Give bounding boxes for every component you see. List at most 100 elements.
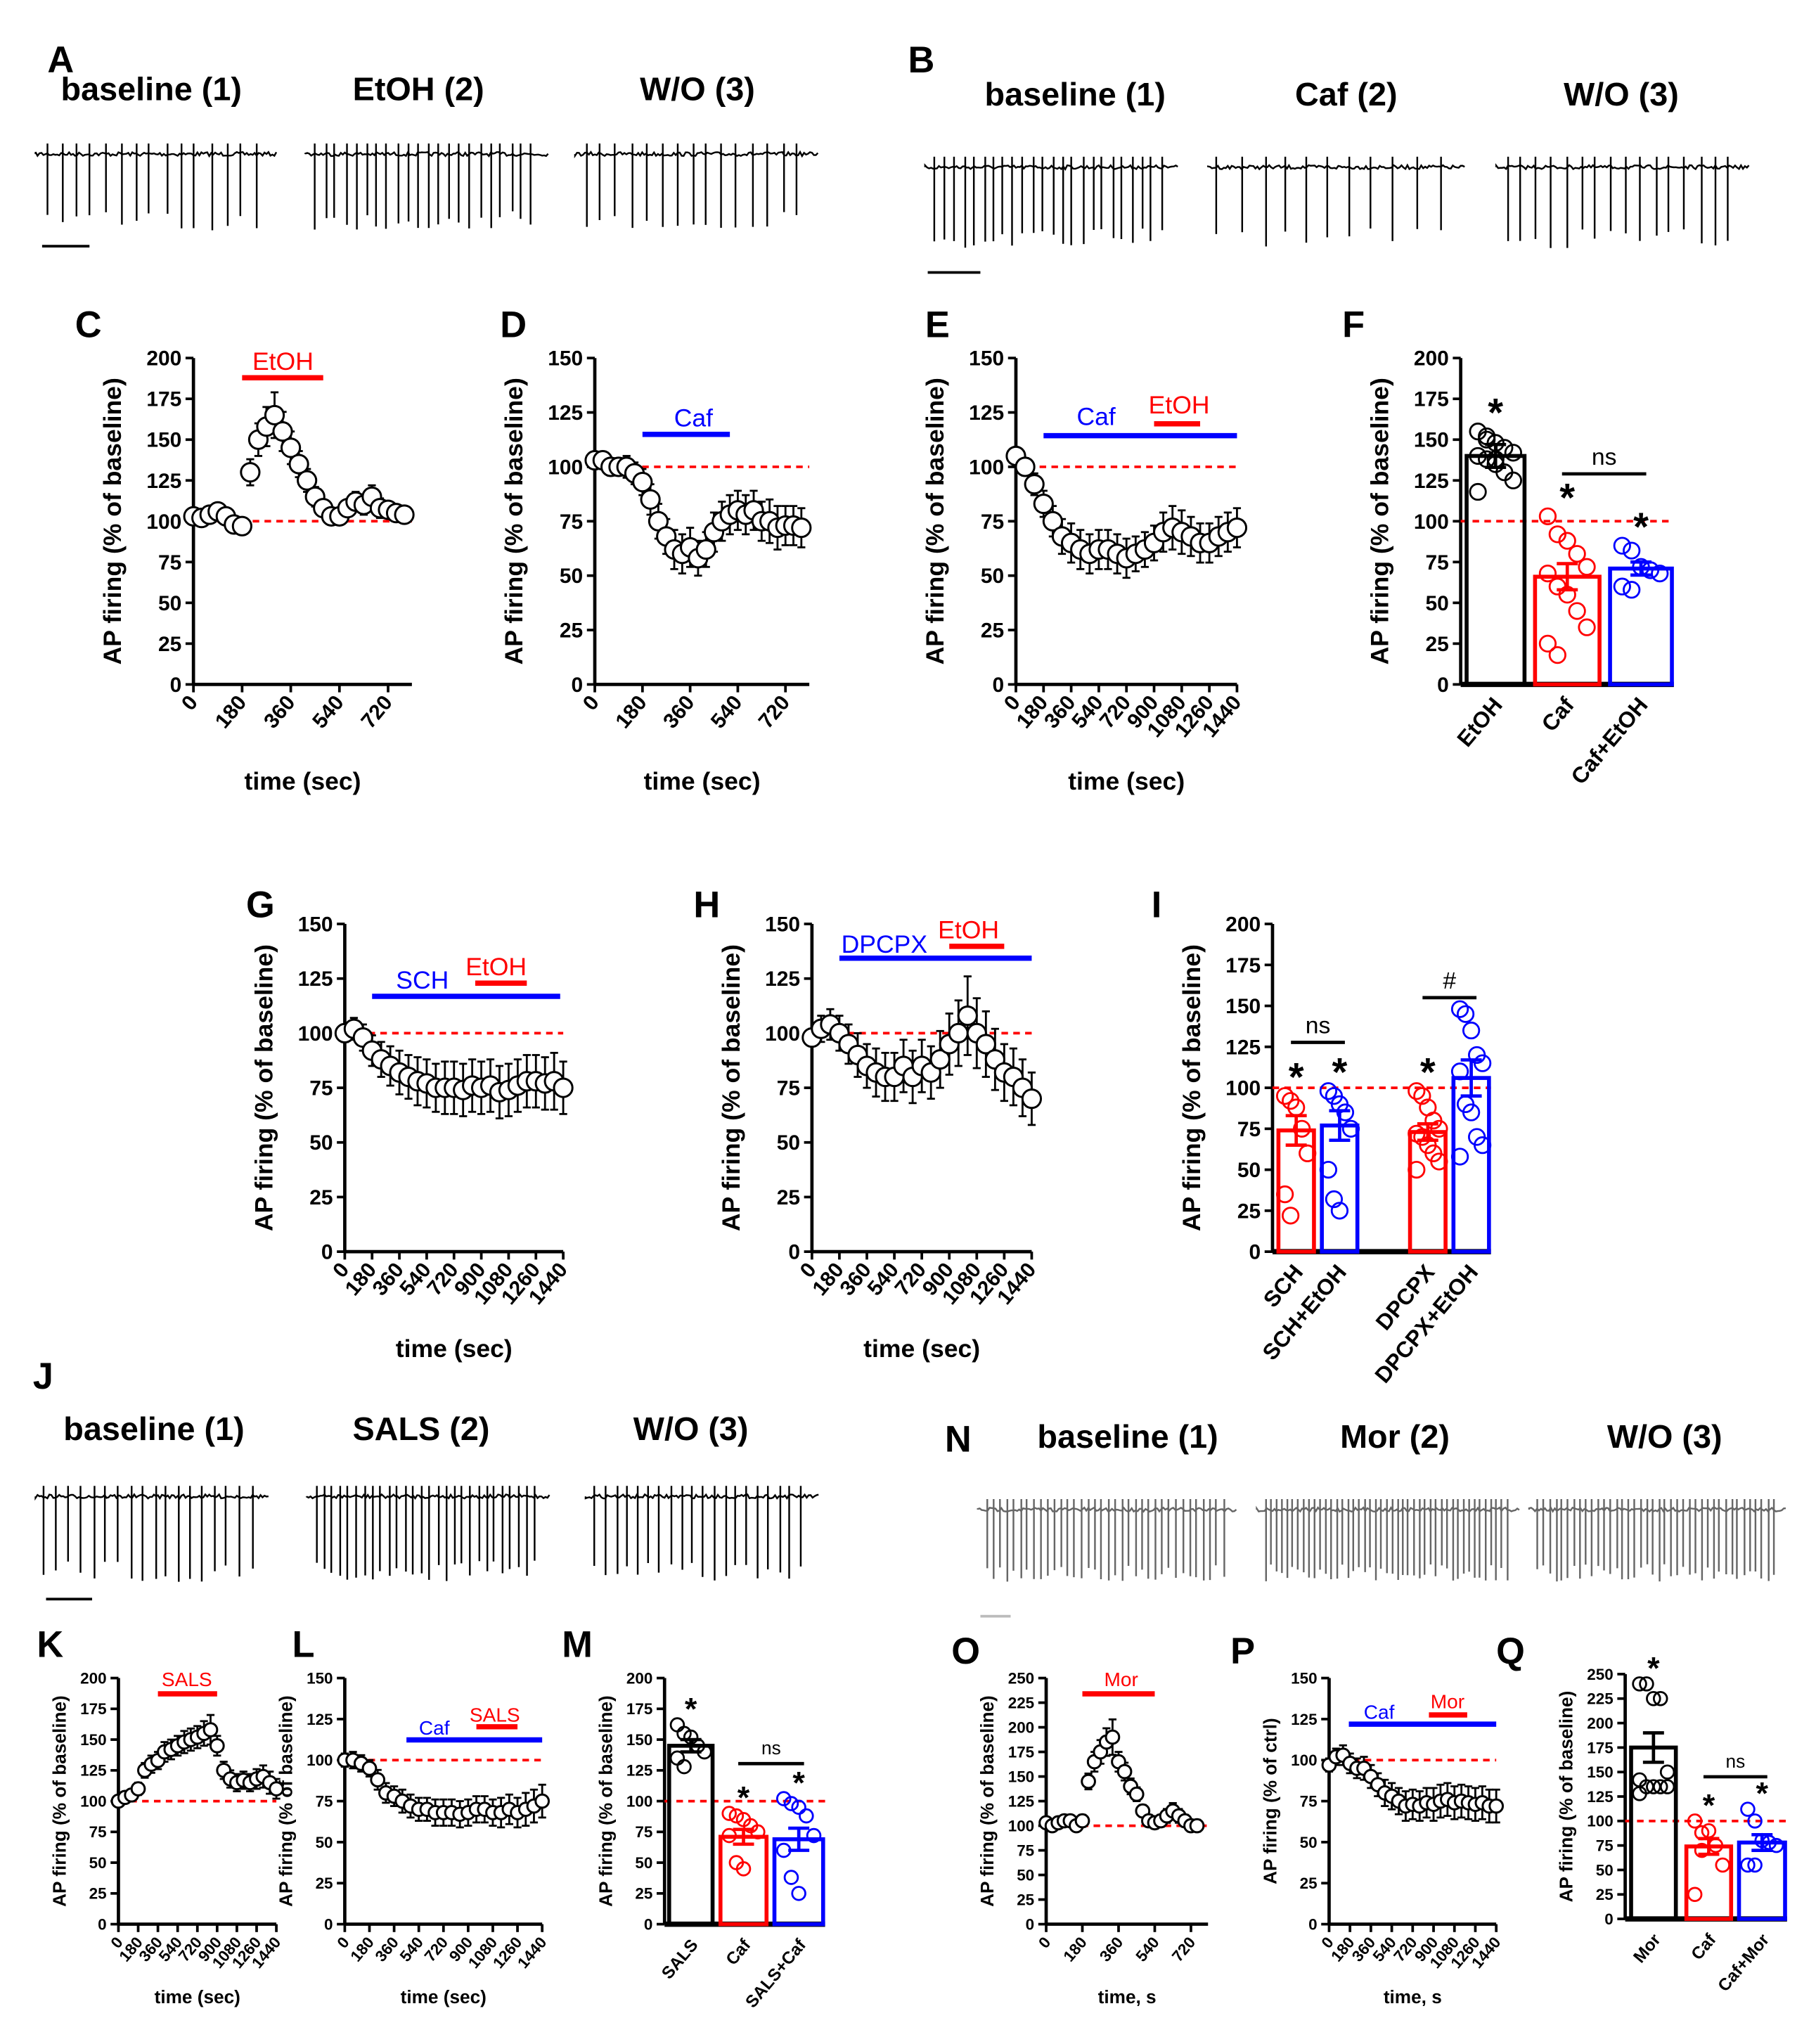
panel-letter: Q <box>1496 1631 1525 1672</box>
y-tick-label: 100 <box>1225 1077 1261 1100</box>
individual-data-point <box>1462 1103 1481 1121</box>
individual-data-point <box>1708 1837 1724 1853</box>
y-tick-label: 50 <box>316 1834 333 1851</box>
individual-data-point <box>1538 507 1557 525</box>
category-label: Mor <box>1630 1930 1665 1967</box>
category-label: Caf+Mor <box>1714 1930 1773 1995</box>
x-tick-label: 540 <box>308 691 348 733</box>
y-tick-label: 100 <box>765 1022 800 1046</box>
y-tick-label: 100 <box>626 1792 652 1810</box>
panel-letter: D <box>500 304 527 345</box>
individual-data-point <box>1275 1185 1294 1204</box>
y-tick-label: 150 <box>146 429 181 452</box>
y-tick-label: 125 <box>1008 1792 1034 1810</box>
category-label: Caf+EtOH <box>1566 693 1653 790</box>
individual-data-point <box>783 1870 799 1885</box>
individual-data-point <box>1341 1119 1360 1138</box>
y-tick-label: 25 <box>89 1885 107 1903</box>
data-point <box>269 1781 284 1796</box>
panel-letter: I <box>1152 885 1162 926</box>
category-label: Caf <box>1536 692 1579 736</box>
y-tick-label: 0 <box>572 674 584 697</box>
x-axis-label: time (sec) <box>644 767 761 795</box>
individual-data-point <box>1504 471 1523 489</box>
individual-data-point <box>1548 577 1566 596</box>
y-tick-label: 50 <box>89 1854 107 1872</box>
y-tick-label: 25 <box>1017 1891 1034 1908</box>
y-tick-label: 0 <box>324 1915 333 1933</box>
trace-baseline <box>584 1493 819 1500</box>
individual-data-point <box>669 1717 685 1733</box>
y-tick-label: 0 <box>644 1915 653 1933</box>
bar-sals-plus-caf <box>772 1837 825 1927</box>
x-tick-label: 720 <box>356 691 397 733</box>
bar-sals <box>666 1744 715 1927</box>
treatment-label: Mor <box>1105 1669 1138 1690</box>
panel-letter: A <box>47 40 74 81</box>
trace-baseline <box>1207 163 1465 171</box>
y-tick-label: 0 <box>1604 1910 1614 1928</box>
x-tick-label: 180 <box>211 691 251 733</box>
bar-caf <box>1533 574 1602 687</box>
data-point <box>1021 1088 1043 1110</box>
significance-star: * <box>1332 1050 1348 1094</box>
panel-letter: G <box>246 885 275 926</box>
y-tick-label: 75 <box>158 551 181 574</box>
y-tick-label: 75 <box>560 510 583 534</box>
individual-data-point <box>1687 1886 1703 1903</box>
treatment-label: DPCPX <box>842 930 927 958</box>
y-tick-label: 50 <box>309 1131 333 1155</box>
data-point <box>361 1761 378 1776</box>
individual-data-point <box>1413 1087 1431 1105</box>
individual-data-point <box>1504 444 1523 462</box>
y-tick-label: 100 <box>146 510 181 534</box>
chart-panel-l: L 0 25 50 75 100 125 150 AP firing (% of baselin… <box>276 1625 550 2007</box>
y-tick-label: 75 <box>1596 1837 1614 1855</box>
y-tick-label: 0 <box>1249 1241 1261 1264</box>
y-tick-label: 75 <box>316 1792 333 1810</box>
comparison-label: # <box>1443 968 1456 994</box>
treatment-label: Caf <box>674 404 713 432</box>
data-point <box>1074 1813 1090 1829</box>
y-tick-label: 100 <box>298 1022 333 1046</box>
panel-letter: O <box>951 1631 980 1672</box>
y-tick-label: 150 <box>626 1731 652 1749</box>
y-axis-label: AP firing (% of ctrl) <box>1260 1718 1281 1884</box>
individual-data-point <box>1474 1054 1492 1072</box>
x-axis-label: time, s <box>1098 1986 1157 2007</box>
y-tick-label: 0 <box>1308 1915 1318 1933</box>
y-tick-label: 175 <box>1587 1739 1613 1756</box>
y-axis-label: AP firing (% of baseline) <box>500 378 528 664</box>
treatment-label: Caf <box>419 1717 450 1739</box>
individual-data-point <box>1469 446 1487 465</box>
trace-title: baseline (1) <box>1037 1418 1218 1455</box>
data-point <box>975 1034 996 1055</box>
data-point <box>288 454 309 475</box>
y-axis-label: AP firing (% of baseline) <box>1556 1691 1577 1903</box>
chart-panel-k: K 0 25 50 75 100 125 150 175 200 AP firing (% of b… <box>37 1625 284 2007</box>
y-tick-label: 0 <box>788 1241 800 1264</box>
individual-data-point <box>728 1808 745 1824</box>
individual-data-point <box>1325 1190 1344 1209</box>
bar-sch <box>1276 1128 1316 1254</box>
individual-data-point <box>721 1827 737 1844</box>
y-axis-label: AP firing (% of baseline) <box>717 944 745 1231</box>
chart-panel-h: H 0 25 50 75 100 125 150 AP firing (% of baselin… <box>693 885 1043 1363</box>
individual-data-point <box>735 1861 752 1877</box>
x-tick-label: 180 <box>1060 1934 1090 1965</box>
individual-data-point <box>1652 1779 1668 1794</box>
individual-data-point <box>1275 1087 1294 1105</box>
individual-data-point <box>1768 1837 1784 1853</box>
individual-data-point <box>1623 541 1641 560</box>
y-tick-label: 200 <box>80 1669 106 1687</box>
y-tick-label: 250 <box>1587 1666 1613 1683</box>
treatment-label: EtOH <box>938 916 999 944</box>
y-tick-label: 150 <box>298 913 333 937</box>
panel-letter: M <box>562 1625 593 1666</box>
x-tick-label: 180 <box>611 691 651 733</box>
panel-letter: L <box>292 1625 315 1666</box>
trace-baseline <box>574 150 819 159</box>
y-tick-label: 75 <box>1017 1841 1034 1859</box>
significance-star: * <box>792 1765 805 1801</box>
